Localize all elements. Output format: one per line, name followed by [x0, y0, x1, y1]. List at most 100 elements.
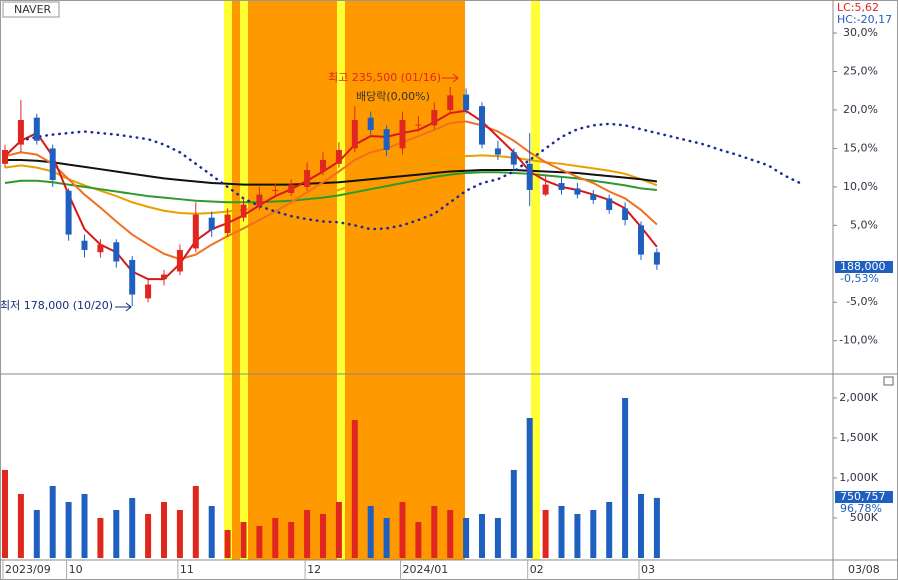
volume-bar: [256, 525, 263, 558]
candle-body: [494, 148, 501, 155]
candle-body: [176, 249, 183, 272]
candle-body: [558, 183, 565, 190]
y-tick-label: 20,0%: [843, 103, 878, 116]
last-price: 188,000: [840, 260, 886, 273]
candle-body: [2, 149, 8, 164]
x-tick-label: 2023/09: [5, 563, 51, 576]
ex-div-note: 배당락(0,00%): [356, 90, 430, 103]
x-tick-label: 12: [307, 563, 321, 576]
x-tick-label: 03: [641, 563, 655, 576]
volume-bar: [494, 517, 501, 558]
volume-bar: [351, 419, 358, 558]
x-tick-label: 11: [180, 563, 194, 576]
candle-body: [415, 124, 422, 126]
candle-body: [81, 240, 88, 250]
end-date: 03/08: [848, 563, 880, 576]
high-note: 최고 235,500 (01/16): [328, 71, 441, 84]
candle-body: [463, 94, 470, 110]
candle-body: [272, 189, 279, 191]
volume-bar: [320, 513, 326, 558]
volume-bar: [129, 497, 136, 558]
volume-tick-label: 1,500K: [839, 431, 878, 444]
ma-line: [19, 122, 802, 231]
volume-bar: [208, 505, 215, 558]
volume-bar: [542, 509, 549, 558]
volume-bar: [272, 517, 279, 558]
candle-body: [17, 119, 24, 145]
candle-body: [208, 217, 215, 230]
volume-bar: [65, 501, 72, 558]
volume-bar: [335, 501, 342, 558]
volume-bar: [574, 513, 581, 558]
volume-bar: [638, 493, 644, 558]
band: [531, 1, 540, 560]
candle-body: [33, 117, 40, 141]
volume-bar: [192, 485, 199, 558]
volume-bar: [97, 517, 104, 558]
volume-bar: [526, 417, 533, 558]
volume-box: [835, 491, 893, 503]
volume-bar: [590, 509, 597, 558]
volume-bar: [510, 469, 517, 558]
candle-body: [304, 169, 311, 187]
volume-bar: [606, 501, 613, 558]
volume-bar: [81, 493, 88, 558]
last-volume: 750,757: [840, 490, 886, 503]
candle-body: [320, 159, 326, 172]
candle-body: [192, 214, 199, 249]
panel-button[interactable]: [883, 376, 894, 386]
candle-body: [129, 259, 136, 295]
candle-body: [447, 95, 454, 110]
ma-line: [5, 158, 658, 186]
volume-ratio: 96,78%: [840, 502, 882, 515]
band: [337, 1, 345, 560]
high-arrow: [442, 73, 459, 83]
candle-body: [510, 152, 517, 165]
volume-bar: [145, 513, 152, 558]
candle-body: [526, 163, 533, 190]
volume-bar: [2, 469, 8, 558]
candle-body: [367, 117, 374, 130]
y-tick-label: 15,0%: [843, 141, 878, 154]
volume-bar: [224, 529, 231, 558]
volume-bar: [399, 501, 406, 558]
candle-body: [113, 242, 120, 262]
volume-bar: [240, 521, 247, 558]
candle-body: [399, 119, 406, 149]
volume-bar: [17, 493, 24, 558]
volume-bar: [161, 501, 167, 558]
candle-body: [653, 252, 660, 265]
volume-bar: [479, 513, 485, 558]
ma-line: [4, 171, 657, 204]
volume-tick-label: 2,000K: [839, 391, 878, 404]
volume-bar: [463, 517, 470, 558]
candle-body: [240, 204, 247, 218]
candle-body: [431, 109, 438, 126]
candle-body: [161, 274, 167, 280]
last-change: -0,53%: [840, 272, 879, 285]
volume-tick-label: 1,000K: [839, 471, 878, 484]
symbol: NAVER: [14, 3, 52, 16]
candle-body: [288, 184, 295, 194]
band: [240, 1, 248, 560]
y-tick-label: -5,0%: [846, 295, 878, 308]
x-tick-label: 2024/01: [403, 563, 449, 576]
candle-body: [49, 148, 56, 180]
candle-body: [606, 198, 613, 210]
volume-bar: [431, 505, 438, 558]
band: [224, 1, 232, 560]
candle-body: [145, 284, 152, 299]
band: [248, 1, 337, 560]
candle-body: [97, 244, 104, 253]
lc-label: LC:5,62: [837, 1, 879, 14]
low-note: 최저 178,000 (10/20): [0, 299, 113, 312]
candle-body: [638, 225, 644, 255]
candle-body: [622, 208, 629, 220]
y-tick-label: 10,0%: [843, 180, 878, 193]
candle-body: [335, 149, 342, 164]
y-tick-label: 30,0%: [843, 26, 878, 39]
band: [345, 1, 465, 560]
volume-bar: [415, 521, 422, 558]
volume-bar: [33, 509, 40, 558]
